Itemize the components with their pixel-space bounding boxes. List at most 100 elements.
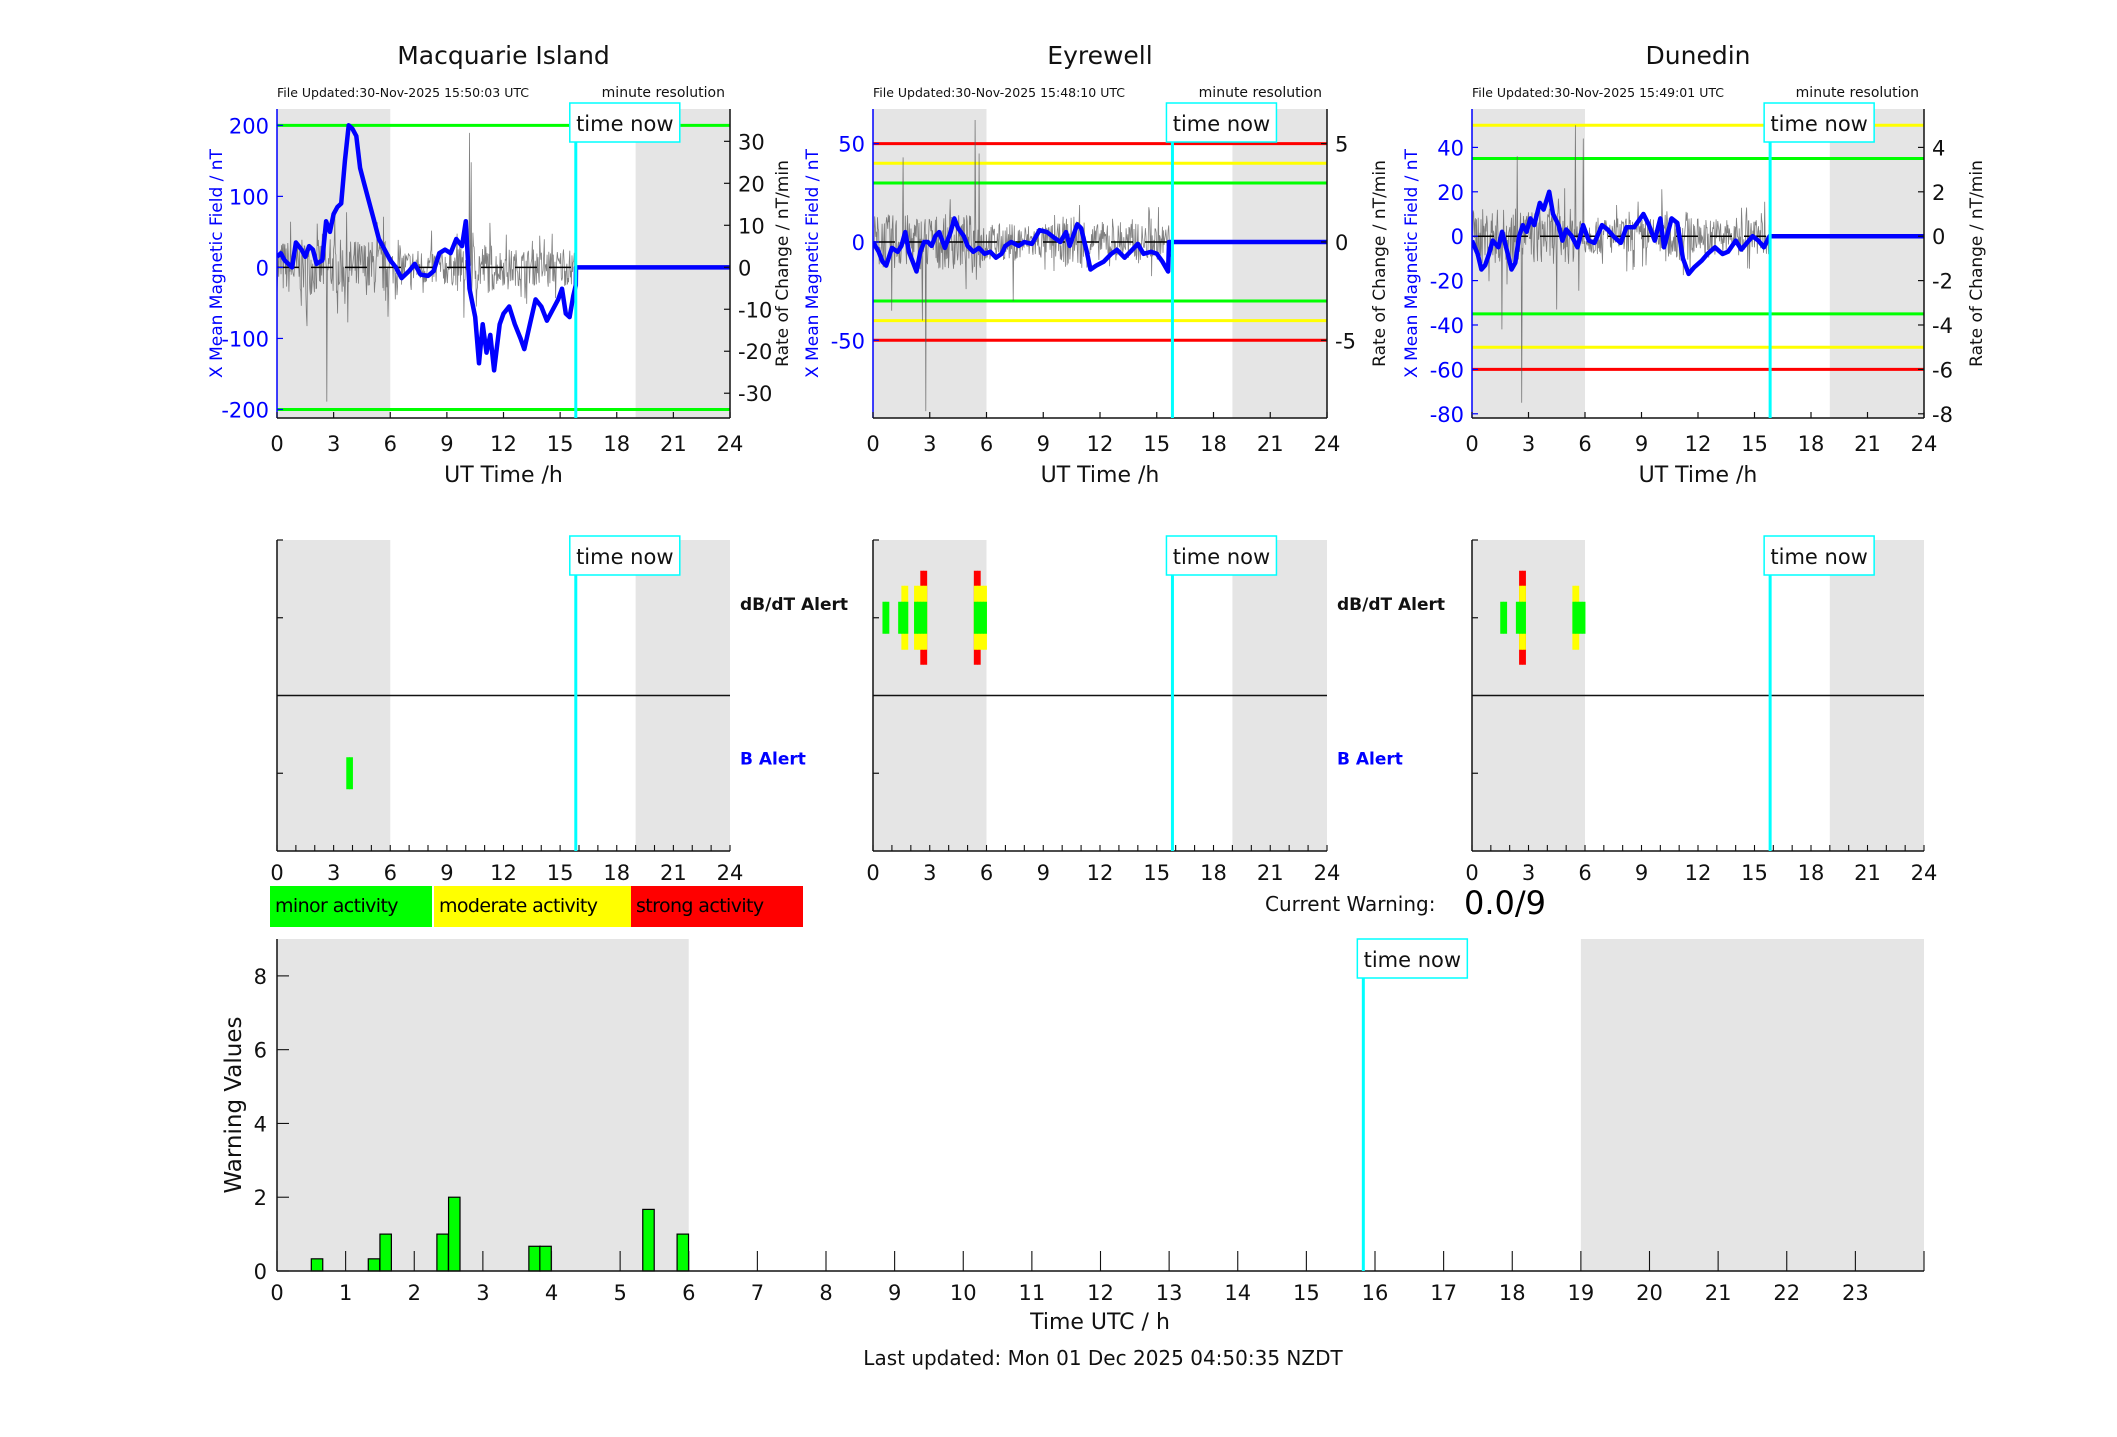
alert-bar-minor	[923, 601, 928, 634]
right-y-tick-label: -8	[1932, 403, 1953, 427]
station-panel-macquarie-island: Macquarie Island File Updated:30-Nov-2025…	[207, 41, 793, 488]
x-tick-label: 15	[1143, 432, 1170, 456]
y-tick-label: 2	[254, 1186, 267, 1210]
x-tick-label: 6	[682, 1281, 695, 1305]
right-y-tick-label: -30	[738, 382, 772, 406]
x-tick-label: 15	[1293, 1281, 1320, 1305]
x-tick-label: 6	[980, 861, 993, 885]
x-tick-label: 3	[1522, 861, 1535, 885]
x-tick-label: 9	[1635, 432, 1648, 456]
warning-bar	[528, 1245, 541, 1272]
right-y-tick-label: 20	[738, 172, 765, 196]
alert-bar-minor	[901, 601, 906, 634]
y-tick-label: 50	[838, 133, 865, 157]
right-y-tick-label: 5	[1335, 133, 1348, 157]
station-title: Dunedin	[1646, 41, 1751, 70]
alert-bar-minor	[980, 601, 984, 634]
time-now-label: time now	[576, 112, 673, 136]
alert-panel-2: 0 3 6 9 12 15 18 21 24 dB/dT Alert B Alert time now	[866, 535, 1445, 885]
x-tick-label: 0	[1465, 861, 1478, 885]
x-tick-label: 9	[1635, 861, 1648, 885]
y-tick-label: 200	[229, 114, 269, 138]
time-now-label: time now	[1770, 545, 1867, 569]
alert-bar-minor	[920, 601, 924, 634]
x-tick-label: 6	[980, 432, 993, 456]
legend-strong-activity: strong activity	[631, 886, 803, 927]
time-now-label-box	[569, 535, 681, 576]
time-now-label-box	[1165, 102, 1278, 143]
time-now-label-box	[1165, 535, 1278, 576]
dbdt-alert-label: dB/dT Alert	[1337, 595, 1445, 615]
x-tick-label: 12	[1685, 432, 1712, 456]
x-tick-label: 3	[923, 861, 936, 885]
x-tick-label: 21	[1854, 432, 1881, 456]
x-tick-label: 24	[1911, 432, 1938, 456]
x-tick-label: 9	[1037, 432, 1050, 456]
time-now-label-box	[569, 102, 681, 143]
x-tick-label: 24	[1314, 861, 1341, 885]
alert-bar-minor	[346, 757, 350, 790]
right-y-tick-label: 4	[1932, 136, 1945, 160]
alert-bar-minor	[1578, 601, 1583, 634]
file-updated-text: File Updated:30-Nov-2025 15:49:01 UTC	[1472, 85, 1724, 100]
file-updated-text: File Updated:30-Nov-2025 15:48:10 UTC	[873, 85, 1125, 100]
x-tick-label: 12	[1087, 1281, 1114, 1305]
alert-bar-minor	[1500, 601, 1504, 634]
x-tick-label: 19	[1568, 1281, 1595, 1305]
x-tick-label: 21	[1705, 1281, 1732, 1305]
resolution-label: minute resolution	[1199, 85, 1322, 101]
x-tick-label: 18	[1499, 1281, 1526, 1305]
x-tick-label: 15	[547, 861, 574, 885]
x-tick-label: 0	[270, 1281, 283, 1305]
alert-bar-minor	[917, 601, 921, 634]
y-tick-label: 20	[1437, 181, 1464, 205]
x-tick-label: 10	[950, 1281, 977, 1305]
x-tick-label: 12	[490, 861, 517, 885]
file-updated-text: File Updated:30-Nov-2025 15:50:03 UTC	[277, 85, 529, 100]
x-tick-label: 15	[1741, 432, 1768, 456]
station-title: Eyrewell	[1047, 41, 1152, 70]
dbdt-alert-label: dB/dT Alert	[740, 595, 848, 615]
x-tick-label: 6	[1578, 861, 1591, 885]
alert-panel-3: 0 3 6 9 12 15 18 21 24 time now	[1465, 535, 1937, 885]
alert-bar-minor	[1515, 601, 1520, 634]
y-tick-label: 4	[254, 1112, 267, 1136]
x-tick-label: 0	[866, 861, 879, 885]
x-tick-label: 7	[751, 1281, 764, 1305]
x-tick-label: 12	[1087, 861, 1114, 885]
x-tick-label: 0	[866, 432, 879, 456]
x-tick-label: 6	[384, 432, 397, 456]
x-tick-label: 15	[1741, 861, 1768, 885]
warning-bar	[642, 1208, 655, 1272]
x-tick-label: 1	[339, 1281, 352, 1305]
y-axis-label: X Mean Magnetic Field / nT	[803, 148, 823, 378]
x-tick-label: 3	[327, 861, 340, 885]
x-tick-label: 6	[384, 861, 397, 885]
alert-bar-minor	[885, 601, 890, 634]
night-shade	[1232, 109, 1327, 418]
y-tick-label: 0	[256, 256, 269, 280]
time-now-label: time now	[1364, 948, 1461, 972]
right-y-tick-label: -10	[738, 298, 772, 322]
right-y-tick-label: -2	[1932, 270, 1953, 294]
x-tick-label: 6	[1578, 432, 1591, 456]
warning-bar	[367, 1258, 381, 1272]
x-tick-label: 18	[603, 432, 630, 456]
right-y-tick-label: 30	[738, 130, 765, 154]
resolution-label: minute resolution	[1796, 85, 1919, 101]
night-shade	[1580, 939, 1924, 1271]
x-field-line	[873, 216, 1327, 274]
alert-bar-minor	[973, 601, 978, 634]
x-tick-label: 22	[1773, 1281, 1800, 1305]
x-tick-label: 3	[476, 1281, 489, 1305]
alert-bar-minor	[1519, 601, 1523, 634]
x-tick-label: 21	[660, 861, 687, 885]
time-now-label-box	[1763, 102, 1875, 143]
right-y-axis-label: Rate of Change / nT/min	[1370, 160, 1390, 367]
x-tick-label: 18	[1200, 432, 1227, 456]
x-field-line	[1472, 189, 1924, 277]
night-shade	[873, 109, 987, 418]
x-tick-label: 9	[888, 1281, 901, 1305]
alert-bar-minor	[882, 601, 887, 634]
